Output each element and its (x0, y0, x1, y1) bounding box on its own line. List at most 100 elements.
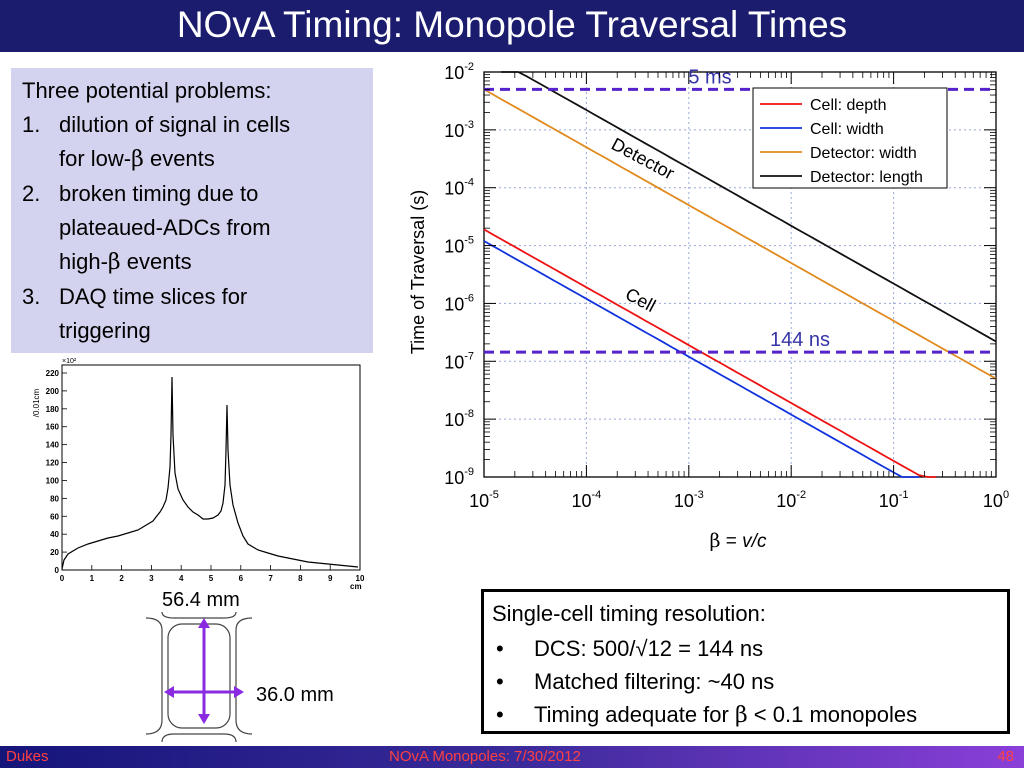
legend-entry: Cell: width (810, 121, 884, 138)
problem-text: events (120, 249, 192, 274)
problem-number: 2. (22, 181, 41, 206)
problem-text: DAQ time slices for (59, 284, 248, 309)
y-tick-label: 10-3 (444, 119, 474, 141)
problem-text: broken timing due to (59, 181, 259, 206)
hist-x-tick-label: 1 (90, 574, 95, 583)
resolution-text: Timing adequate for (534, 702, 735, 727)
hist-y-tick-label: 0 (55, 566, 60, 575)
resolution-item: • Timing adequate for β < 0.1 monopoles (492, 698, 917, 732)
x-tick-label: 100 (983, 489, 1009, 511)
bullet: • (496, 636, 504, 661)
threshold-label: 144 ns (770, 329, 830, 351)
problem-number: 1. (22, 112, 41, 137)
hist-x-tick-label: 7 (268, 574, 273, 583)
histogram-xlabel: cm (350, 582, 362, 591)
problem-item: 3. DAQ time slices for triggering (22, 280, 367, 348)
x-tick-label: 10-5 (469, 489, 499, 511)
series-line (483, 228, 937, 478)
hist-x-tick-label: 0 (60, 574, 65, 583)
resolution-text: DCS: 500/√12 = 144 ns (534, 636, 764, 661)
x-tick-label: 10-2 (776, 489, 806, 511)
hist-y-tick-label: 200 (46, 387, 60, 396)
hist-y-tick-label: 60 (50, 512, 59, 521)
bullet: • (496, 669, 504, 694)
hist-y-tick-label: 100 (46, 476, 60, 485)
resolution-text: < 0.1 monopoles (747, 702, 918, 727)
y-tick-label: 10-9 (444, 466, 474, 488)
footer-bar: Dukes NOvA Monopoles: 7/30/2012 48 (0, 746, 1024, 768)
problem-text: for low- (59, 146, 132, 171)
hist-x-tick-label: 5 (209, 574, 214, 583)
hist-x-tick-label: 4 (179, 574, 184, 583)
series-line (483, 240, 920, 478)
series-line (501, 71, 997, 343)
hist-x-tick-label: 8 (298, 574, 303, 583)
legend-entry: Detector: length (810, 169, 923, 186)
problem-text: high- (59, 249, 108, 274)
x-axis-beta: β (710, 530, 721, 552)
cell-inner (167, 623, 231, 729)
resolution-item: • DCS: 500/√12 = 144 ns (492, 632, 917, 665)
arrow-right-icon (234, 686, 244, 698)
hist-y-tick-label: 40 (50, 530, 59, 539)
y-tick-label: 10-7 (444, 350, 474, 372)
arrow-up-icon (198, 618, 210, 628)
threshold-label: 5 ms (688, 66, 731, 88)
problem-text: events (143, 146, 215, 171)
hist-y-tick-label: 20 (50, 548, 59, 557)
problem-item: 1. dilution of signal in cells for low-β… (22, 108, 367, 177)
hist-x-tick-label: 3 (149, 574, 154, 583)
y-axis-label: Time of Traversal (s) (408, 190, 428, 354)
problem-text: plateaued-ADCs from (59, 215, 271, 240)
resolution-list: • DCS: 500/√12 = 144 ns • Matched filterin… (492, 632, 917, 732)
hist-y-tick-label: 80 (50, 494, 59, 503)
hist-y-tick-label: 220 (46, 369, 60, 378)
arrow-down-icon (198, 714, 210, 724)
y-tick-label: 10-8 (444, 408, 474, 430)
timing-resolution-box: Single-cell timing resolution: • DCS: 500… (481, 589, 1010, 734)
x-axis-label: β = v/c (710, 530, 767, 552)
resolution-heading: Single-cell timing resolution: (492, 601, 766, 626)
x-axis-equals: = (721, 531, 743, 552)
y-tick-label: 10-5 (444, 235, 474, 257)
slide-title: NOvA Timing: Monopole Traversal Times (176, 4, 848, 45)
beta-symbol: β (131, 147, 144, 172)
title-bar (0, 0, 1024, 52)
series-line (483, 88, 997, 380)
path-length-histogram: 0 1 2 3 4 5 6 7 8 9 100204060801001201401601802002… (32, 358, 365, 591)
x-tick-label: 10-1 (879, 489, 909, 511)
y-tick-label: 10-2 (444, 61, 474, 83)
hist-x-tick-label: 6 (239, 574, 244, 583)
problem-text: dilution of signal in cells (59, 112, 291, 137)
footer-author: Dukes (6, 748, 49, 765)
footer-center: NOvA Monopoles: 7/30/2012 (389, 748, 581, 765)
legend-entry: Cell: depth (810, 97, 887, 114)
histogram-multiplier: ×10² (62, 358, 77, 365)
hist-x-tick-label: 10 (356, 574, 365, 583)
x-tick-label: 10-3 (674, 489, 704, 511)
hist-y-tick-label: 120 (46, 459, 60, 468)
histogram-ylabel: /0.01cm (32, 388, 41, 417)
y-tick-label: 10-4 (444, 177, 474, 199)
cell-cross-section (145, 611, 253, 743)
problems-panel: Three potential problems: 1. dilution of… (11, 68, 373, 353)
hist-x-tick-label: 2 (119, 574, 124, 583)
cell-width-label: 56.4 mm (162, 589, 240, 611)
hist-x-tick-label: 9 (328, 574, 333, 583)
cell-outer-walls (145, 611, 253, 743)
x-axis-vc: v/c (742, 531, 767, 552)
resolution-text: Matched filtering: ~40 ns (534, 669, 775, 694)
cell-height-label: 36.0 mm (256, 684, 334, 706)
x-tick-label: 10-4 (571, 489, 601, 511)
footer-page-number: 48 (997, 748, 1014, 765)
histogram-curve (61, 376, 359, 570)
legend-entry: Detector: width (810, 145, 917, 162)
chart-legend: Cell: depth Cell: width Detector: width Det… (752, 87, 948, 189)
problem-item: 2. broken timing due to plateaued-ADCs f… (22, 177, 367, 280)
problems-heading: Three potential problems: (22, 78, 272, 103)
resolution-item: • Matched filtering: ~40 ns (492, 665, 917, 698)
y-tick-label: 10-6 (444, 292, 474, 314)
hist-y-tick-label: 140 (46, 441, 60, 450)
arrow-left-icon (164, 686, 174, 698)
